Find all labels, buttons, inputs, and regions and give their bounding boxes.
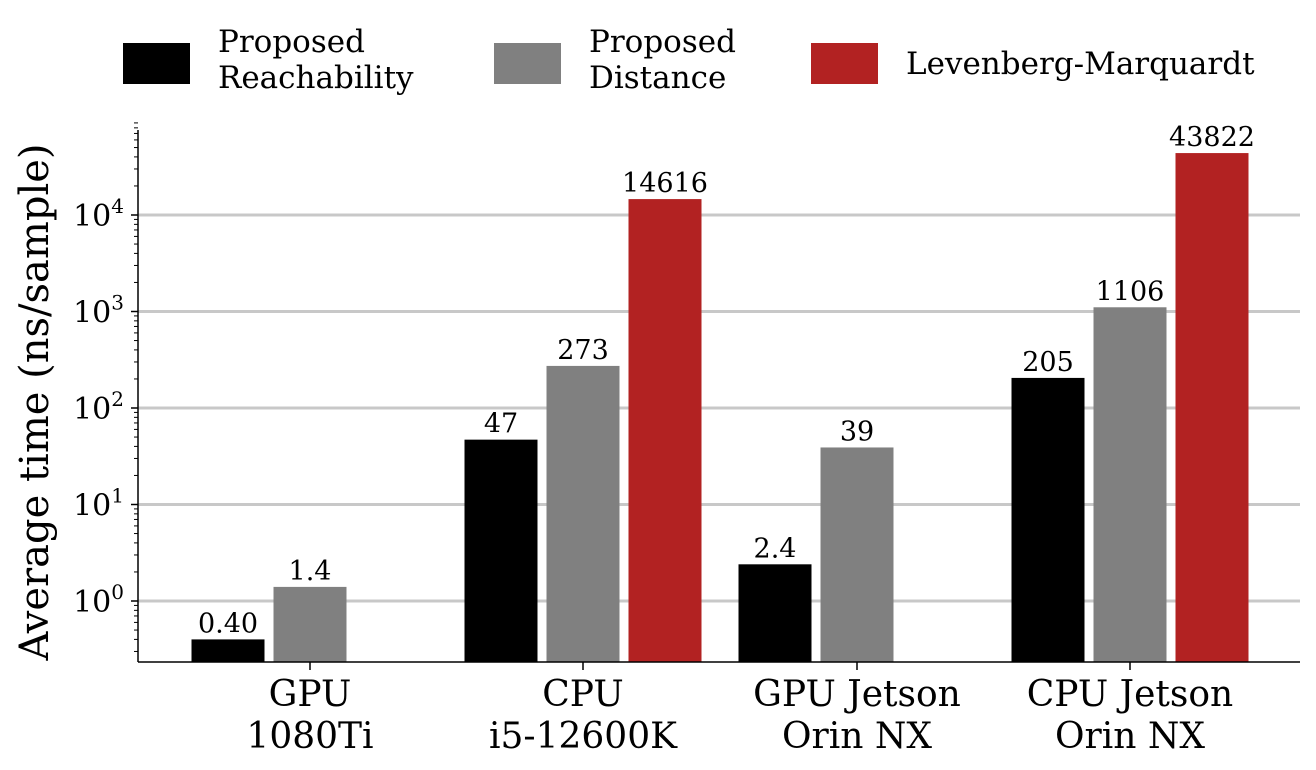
y-tick-label: 104: [73, 194, 124, 234]
y-tick-label: 100: [73, 580, 124, 620]
y-tick-label: 101: [73, 484, 124, 524]
y-axis-label: Average time (ns/sample): [12, 143, 58, 661]
bar-proposed-distance-2: [820, 447, 894, 662]
legend-swatch: [123, 43, 190, 84]
y-tick-label: 102: [73, 387, 124, 427]
bar-value-label: 273: [557, 335, 609, 366]
bar-proposed-distance-0: [273, 586, 347, 662]
bar-proposed-reachability-2: [738, 564, 812, 662]
bar-levenberg-marquardt-1: [628, 199, 702, 662]
bar-value-labels: 0.40 47 2.4 205 1.4 273 39 1106 14616 43822: [198, 122, 1255, 639]
x-tick-label: CPU i5-12600K: [489, 674, 678, 757]
legend-swatch: [494, 43, 561, 84]
bar-value-label: 14616: [622, 168, 708, 199]
bar-value-label: 1106: [1096, 276, 1165, 307]
bar-value-label: 2.4: [754, 533, 797, 564]
bar-proposed-distance-3: [1093, 307, 1167, 662]
legend-label: Proposed Reachability: [218, 24, 414, 96]
bar-value-label: 39: [840, 416, 874, 447]
bar-proposed-reachability-3: [1011, 377, 1085, 662]
bar-proposed-distance-1: [546, 365, 620, 662]
bar-proposed-reachability-1: [464, 439, 538, 662]
legend-label: Levenberg-Marquardt: [906, 46, 1255, 82]
x-tick-label: GPU Jetson Orin NX: [753, 674, 961, 757]
bar-value-label: 43822: [1169, 122, 1255, 153]
bars: [191, 153, 1249, 662]
bar-value-label: 205: [1022, 347, 1074, 378]
y-tick-label: 103: [73, 291, 124, 331]
bar-value-label: 47: [484, 409, 518, 440]
bar-proposed-reachability-0: [191, 639, 265, 662]
bar-levenberg-marquardt-3: [1175, 153, 1249, 662]
legend-label: Proposed Distance: [589, 24, 736, 96]
x-tick-label: GPU 1080Ti: [246, 674, 373, 757]
bar-value-label: 0.40: [198, 608, 258, 639]
axes: 100 101 102 103 104 GPU 1080Ti CPU i5-12600K GPU …: [73, 122, 1300, 757]
bar-value-label: 1.4: [289, 556, 332, 587]
x-tick-label: CPU Jetson Orin NX: [1027, 674, 1233, 757]
legend-swatch: [811, 43, 878, 84]
legend: Proposed Reachability Proposed Distance Leve…: [123, 24, 1255, 96]
